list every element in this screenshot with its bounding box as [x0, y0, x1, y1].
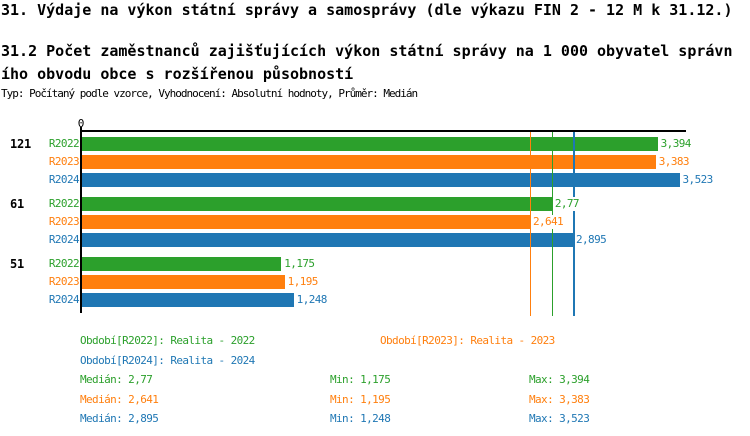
- bar-value-label: 2,77: [553, 197, 580, 211]
- bar: [82, 173, 680, 187]
- series-label: R2024: [48, 173, 80, 186]
- report-title: 31. Výdaje na výkon státní správy a samo…: [1, 1, 733, 19]
- bar: [82, 293, 294, 307]
- stat-max-r2023: Max: 3,383: [529, 392, 590, 406]
- bar-value-label: 3,383: [657, 155, 690, 169]
- series-label: R2023: [48, 215, 80, 228]
- bar: [82, 233, 574, 247]
- stat-min-r2024: Min: 1,248: [330, 412, 391, 425]
- indicator-title: 31.2 Počet zaměstnanců zajišťujících výk…: [1, 42, 733, 83]
- bar-value-label: 3,394: [659, 137, 692, 151]
- x-axis-zero-label: 0: [77, 117, 85, 130]
- bar: [82, 137, 658, 151]
- bar-value-label: 1,175: [283, 257, 316, 271]
- stat-median-r2022: Medián: 2,77: [80, 373, 153, 386]
- legend-item-r2023: Období[R2023]: Realita - 2023: [380, 334, 555, 347]
- bar-value-label: 1,248: [295, 293, 328, 307]
- legend-item-r2024: Období[R2024]: Realita - 2024: [80, 353, 255, 367]
- bar: [82, 257, 282, 271]
- category-label: 121: [10, 137, 32, 151]
- bar: [82, 215, 530, 229]
- bar-value-label: 2,895: [575, 233, 608, 247]
- bar-value-label: 1,195: [286, 275, 319, 289]
- indicator-meta: Typ: Počítaný podle vzorce, Vyhodnocení:…: [1, 87, 418, 100]
- bar-value-label: 2,641: [531, 215, 565, 229]
- bar: [82, 275, 285, 289]
- bar-value-label: 3,523: [681, 173, 714, 187]
- x-axis-line: [80, 130, 686, 132]
- median-marker-line: [529, 132, 532, 316]
- legend-item-r2022: Období[R2022]: Realita - 2022: [80, 334, 255, 347]
- stat-max-r2024: Max: 3,523: [529, 412, 590, 425]
- y-axis-line: [80, 130, 82, 313]
- bar: [82, 197, 552, 211]
- series-label: R2023: [48, 155, 80, 168]
- stat-min-r2023: Min: 1,195: [330, 392, 391, 406]
- series-label: R2024: [48, 293, 80, 306]
- series-label: R2022: [48, 137, 80, 150]
- stat-max-r2022: Max: 3,394: [529, 373, 590, 386]
- stat-median-r2024: Medián: 2,895: [80, 412, 159, 425]
- median-marker-line: [573, 132, 575, 316]
- category-label: 51: [10, 257, 25, 271]
- stat-min-r2022: Min: 1,175: [330, 373, 391, 386]
- x-axis-tick: [80, 127, 82, 131]
- stat-median-r2023: Medián: 2,641: [80, 392, 159, 406]
- series-label: R2023: [48, 275, 80, 288]
- series-label: R2022: [48, 197, 80, 210]
- series-label: R2024: [48, 233, 80, 246]
- series-label: R2022: [48, 257, 80, 270]
- bar: [82, 155, 656, 169]
- category-label: 61: [10, 197, 25, 211]
